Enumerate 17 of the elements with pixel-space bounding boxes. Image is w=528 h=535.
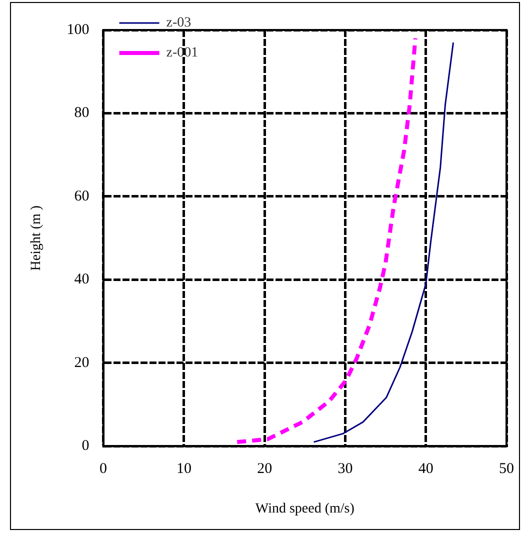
y-tick-label: 40 bbox=[74, 272, 90, 288]
x-axis-title: Wind speed (m/s) bbox=[255, 501, 355, 516]
y-tick-label: 20 bbox=[74, 354, 90, 371]
x-tick-label: 50 bbox=[499, 461, 514, 478]
line-series bbox=[235, 36, 418, 444]
x-tick-label: 10 bbox=[176, 461, 192, 478]
y-tick-label: 100 bbox=[66, 22, 90, 38]
legend-label: z-001 bbox=[166, 46, 198, 61]
y-tick-label: 80 bbox=[74, 105, 90, 122]
x-tick-label: 0 bbox=[100, 461, 108, 478]
legend-label: z-03 bbox=[166, 16, 192, 31]
y-axis-title: Height (m ) bbox=[29, 205, 44, 271]
x-tick-label: 30 bbox=[338, 461, 353, 478]
x-tick-label: 40 bbox=[418, 461, 434, 478]
y-tick-label: 60 bbox=[74, 188, 90, 204]
y-tick-label: 0 bbox=[82, 438, 90, 454]
x-tick-label: 20 bbox=[257, 461, 272, 478]
